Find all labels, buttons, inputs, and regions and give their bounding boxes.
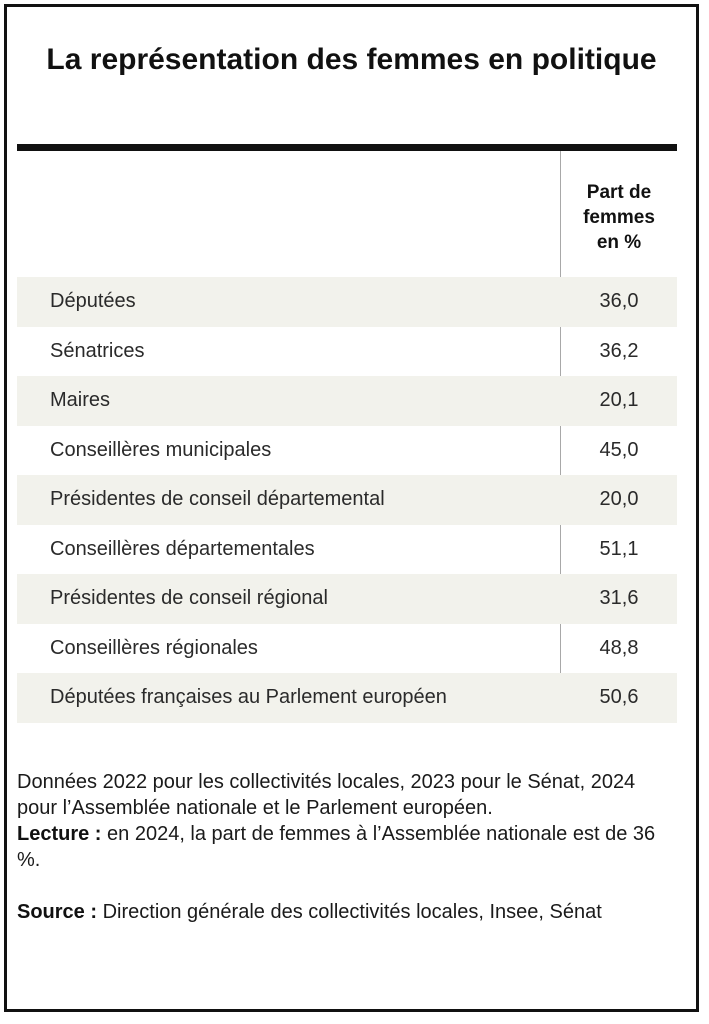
source-text: Direction générale des collectivités loc… [97, 901, 602, 923]
reading-note: Lecture : en 2024, la part de femmes à l… [17, 821, 680, 873]
reading-text: en 2024, la part de femmes à l’Assemblée… [17, 823, 656, 871]
title-rule [17, 144, 677, 151]
table-row: Conseillères départementales 51,1 [17, 525, 677, 575]
table-row: Députées françaises au Parlement europée… [17, 673, 677, 723]
table-row: Sénatrices 36,2 [17, 327, 677, 377]
column-header-line: femmes [583, 207, 655, 228]
column-header-line: en % [596, 232, 642, 253]
row-label: Sénatrices [50, 339, 145, 362]
row-value: 50,6 [599, 686, 639, 708]
row-label: Présidentes de conseil régional [50, 587, 328, 609]
column-divider [560, 151, 561, 723]
row-value: 48,8 [599, 636, 639, 659]
row-value: 51,1 [599, 537, 639, 560]
row-value: 20,1 [599, 389, 639, 411]
table-row: Présidentes de conseil départemental 20,0 [17, 475, 677, 525]
row-label: Conseillères régionales [50, 636, 258, 659]
table-row: Députées 36,0 [17, 277, 677, 327]
row-label: Députées [50, 290, 136, 312]
column-header: Part de femmes en % [561, 180, 677, 255]
page-title: La représentation des femmes en politiqu… [46, 43, 657, 76]
table-row: Maires 20,1 [17, 376, 677, 426]
table-row: Conseillères régionales 48,8 [17, 624, 677, 674]
table-row: Présidentes de conseil régional 31,6 [17, 574, 677, 624]
source-note: Source : Direction générale des collecti… [17, 899, 680, 925]
notes: Données 2022 pour les collectivités loca… [17, 769, 680, 925]
row-label: Maires [50, 389, 111, 411]
row-value: 20,0 [599, 488, 639, 510]
row-label: Présidentes de conseil départemental [50, 488, 385, 510]
row-value: 31,6 [599, 587, 639, 609]
row-label: Députées françaises au Parlement europée… [50, 686, 447, 708]
row-label: Conseillères municipales [50, 438, 272, 461]
data-table: Députées 36,0 Sénatrices 36,2 Maires 20,1 Cons… [17, 277, 677, 723]
data-note: Données 2022 pour les collectivités loca… [17, 771, 636, 819]
row-value: 45,0 [599, 438, 639, 461]
reading-label: Lecture : [17, 823, 102, 845]
row-label: Conseillères départementales [50, 537, 315, 560]
table-row: Conseillères municipales 45,0 [17, 426, 677, 476]
table-card: La représentation des femmes en politiqu… [4, 4, 699, 1012]
row-value: 36,2 [599, 339, 639, 362]
row-value: 36,0 [599, 290, 639, 312]
source-label: Source : [17, 901, 98, 923]
column-header-line: Part de [586, 182, 652, 203]
